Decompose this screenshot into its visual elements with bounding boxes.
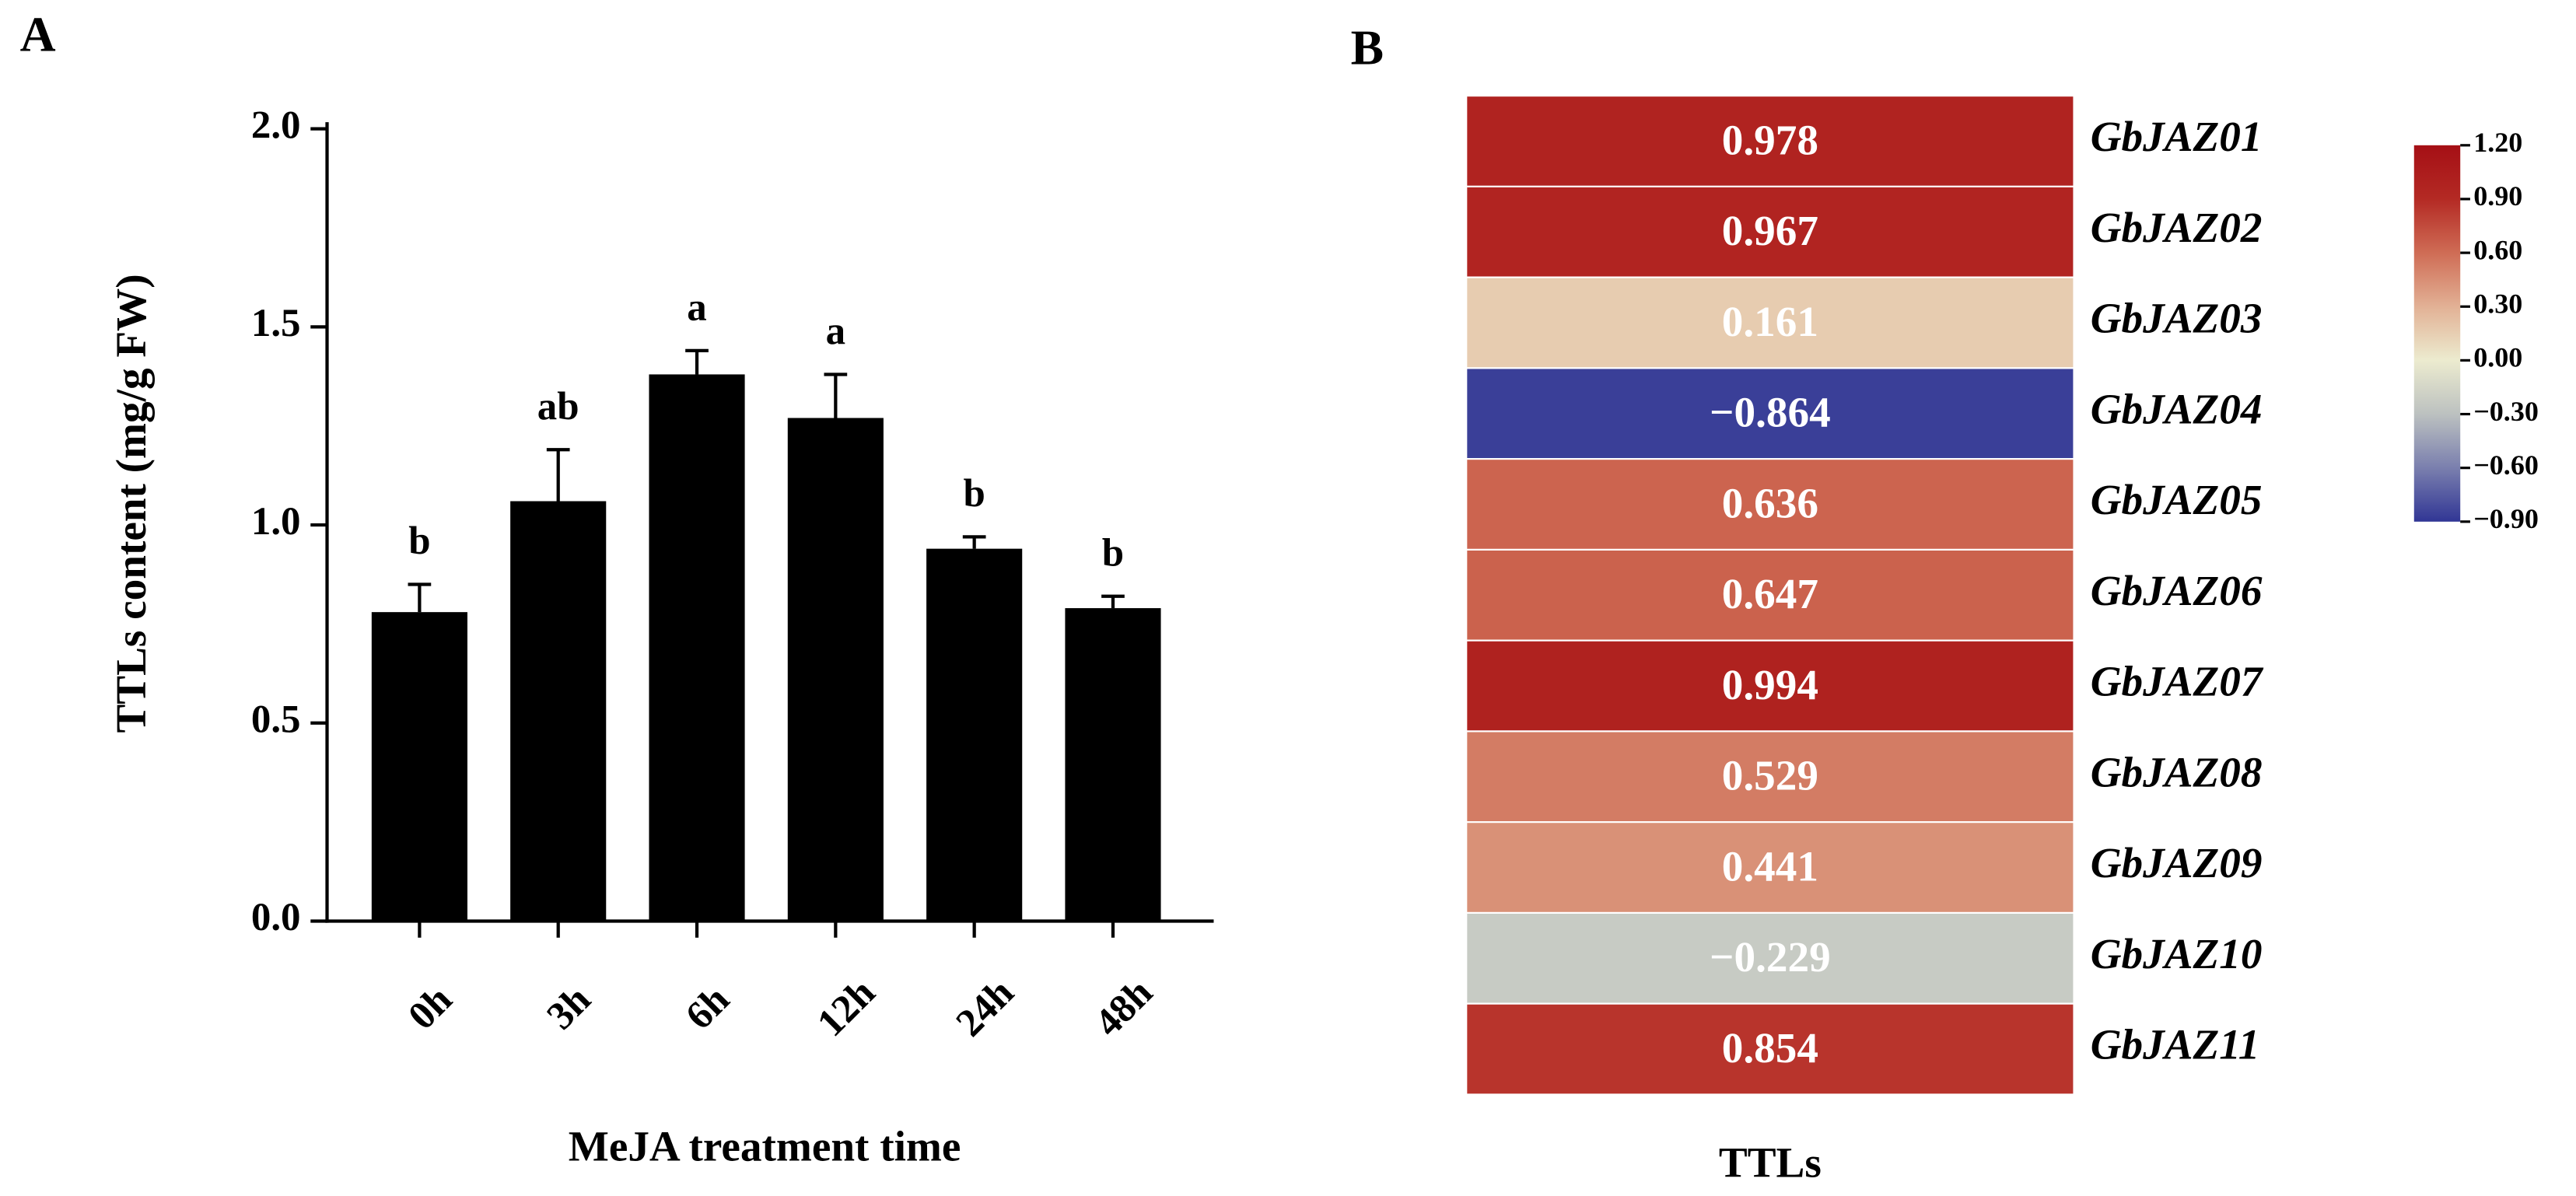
- cell-value-label: 0.978: [1722, 116, 1818, 163]
- x-tick-label: 48h: [1087, 970, 1161, 1045]
- colorbar-tick-label: 1.20: [2473, 127, 2522, 158]
- heatmap-cell: [1465, 730, 2075, 824]
- colorbar: [2413, 145, 2461, 522]
- row-label: GbJAZ10: [2091, 930, 2263, 977]
- y-tick-label: 0.0: [251, 896, 301, 939]
- y-tick-label: 1.0: [251, 500, 301, 544]
- cell-value-label: −0.229: [1710, 933, 1831, 981]
- heatmap-cell: [1465, 95, 2075, 187]
- bar: [371, 612, 467, 921]
- bar: [1065, 608, 1161, 921]
- colorbar-tick-label: 0.60: [2473, 234, 2522, 265]
- significance-letter: a: [687, 286, 706, 330]
- bar: [510, 501, 607, 921]
- row-label: GbJAZ08: [2091, 748, 2263, 796]
- heatmap-cell: [1465, 821, 2075, 914]
- x-tick-label: 0h: [400, 977, 460, 1038]
- cell-value-label: 0.529: [1722, 752, 1818, 799]
- cell-value-label: 0.967: [1722, 207, 1818, 254]
- row-label: GbJAZ09: [2091, 839, 2263, 887]
- heatmap-cell: [1465, 548, 2075, 642]
- cell-value-label: 0.636: [1722, 479, 1818, 526]
- x-axis-title: TTLs: [1719, 1139, 1822, 1187]
- bar: [649, 374, 745, 921]
- cell-value-label: 0.161: [1722, 298, 1818, 345]
- bar: [787, 418, 884, 921]
- row-label: GbJAZ01: [2091, 113, 2263, 160]
- cell-value-label: 0.854: [1722, 1024, 1818, 1072]
- cell-value-label: 0.647: [1722, 570, 1818, 617]
- row-label: GbJAZ03: [2091, 295, 2263, 342]
- row-label: GbJAZ05: [2091, 476, 2263, 523]
- significance-letter: b: [1102, 532, 1124, 575]
- y-axis-title: TTLs content (mg/g FW): [107, 274, 155, 733]
- heatmap-cell: [1465, 367, 2075, 460]
- y-tick-label: 2.0: [251, 103, 301, 147]
- panel-label: A: [20, 7, 56, 62]
- row-label: GbJAZ07: [2091, 658, 2264, 705]
- panel-label: B: [1351, 20, 1384, 75]
- row-label: GbJAZ04: [2091, 385, 2263, 432]
- heatmap-cell: [1465, 1002, 2075, 1096]
- cell-value-label: −0.864: [1710, 389, 1831, 436]
- y-tick-label: 1.5: [251, 302, 301, 345]
- y-tick-label: 0.5: [251, 698, 301, 741]
- significance-letter: a: [826, 309, 845, 353]
- colorbar-tick-label: −0.90: [2473, 503, 2539, 534]
- row-label: GbJAZ06: [2091, 567, 2263, 614]
- x-tick-label: 6h: [677, 977, 738, 1038]
- colorbar-tick-label: 0.90: [2473, 180, 2522, 212]
- heatmap-cell: [1465, 639, 2075, 733]
- significance-letter: ab: [537, 385, 579, 428]
- colorbar-tick-label: −0.60: [2473, 449, 2539, 481]
- row-label: GbJAZ02: [2091, 204, 2263, 251]
- row-label: GbJAZ11: [2091, 1021, 2260, 1068]
- significance-letter: b: [408, 519, 430, 563]
- x-axis-title: MeJA treatment time: [569, 1122, 961, 1170]
- colorbar-tick-label: −0.30: [2473, 396, 2539, 427]
- colorbar-tick-label: 0.30: [2473, 289, 2522, 320]
- x-tick-label: 12h: [809, 970, 884, 1045]
- x-tick-label: 3h: [539, 977, 600, 1038]
- colorbar-tick-label: 0.00: [2473, 342, 2522, 373]
- cell-value-label: 0.994: [1722, 661, 1818, 708]
- cell-value-label: 0.441: [1722, 842, 1818, 890]
- heatmap-cell: [1465, 458, 2075, 551]
- significance-letter: b: [963, 472, 985, 516]
- x-tick-label: 24h: [948, 970, 1023, 1045]
- bar: [926, 548, 1023, 921]
